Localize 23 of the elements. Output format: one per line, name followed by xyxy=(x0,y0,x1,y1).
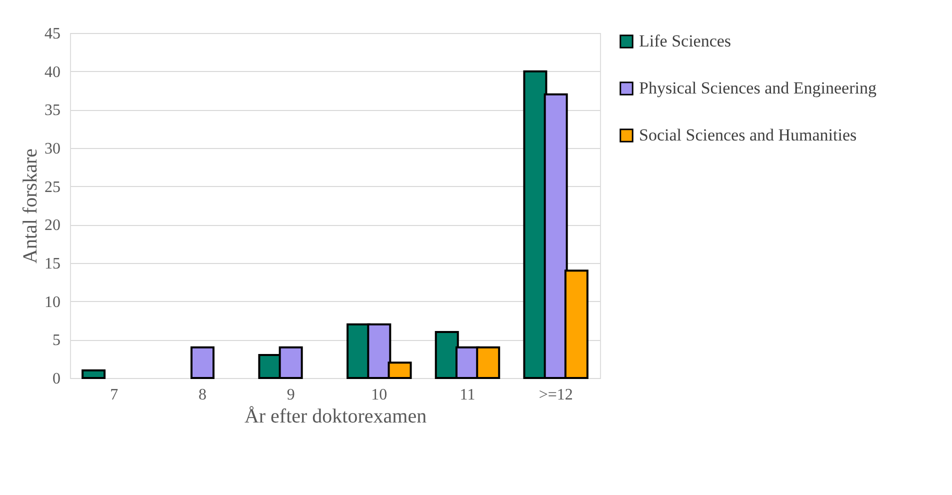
y-tick-label: 10 xyxy=(44,294,60,311)
legend-label: Physical Sciences and Engineering xyxy=(639,78,877,98)
y-tick-label: 20 xyxy=(44,217,60,234)
legend-label: Life Sciences xyxy=(639,32,732,50)
y-tick-label: 5 xyxy=(52,332,60,350)
y-tick-label: 40 xyxy=(44,64,60,81)
bar xyxy=(190,346,214,379)
x-tick-label: 7 xyxy=(110,386,118,404)
y-tick-label: 0 xyxy=(52,370,60,388)
bar xyxy=(82,369,106,379)
y-tick-label: 25 xyxy=(44,178,60,196)
y-tick-label: 30 xyxy=(44,140,60,158)
y-axis-title: Antal forskare xyxy=(20,148,42,264)
y-tick-label: 35 xyxy=(44,102,60,120)
x-axis-title: År efter doktorexamen xyxy=(244,406,427,428)
y-tick-label: 45 xyxy=(44,26,60,42)
x-tick-label: 11 xyxy=(460,386,476,404)
x-tick-label: 8 xyxy=(198,386,206,404)
x-tick-label: >=12 xyxy=(538,386,573,404)
x-tick-label: 9 xyxy=(286,386,295,404)
y-tick-label: 15 xyxy=(44,256,60,272)
x-tick-label: 10 xyxy=(371,386,388,404)
legend-label: Social Sciences and Humanities xyxy=(639,126,857,144)
